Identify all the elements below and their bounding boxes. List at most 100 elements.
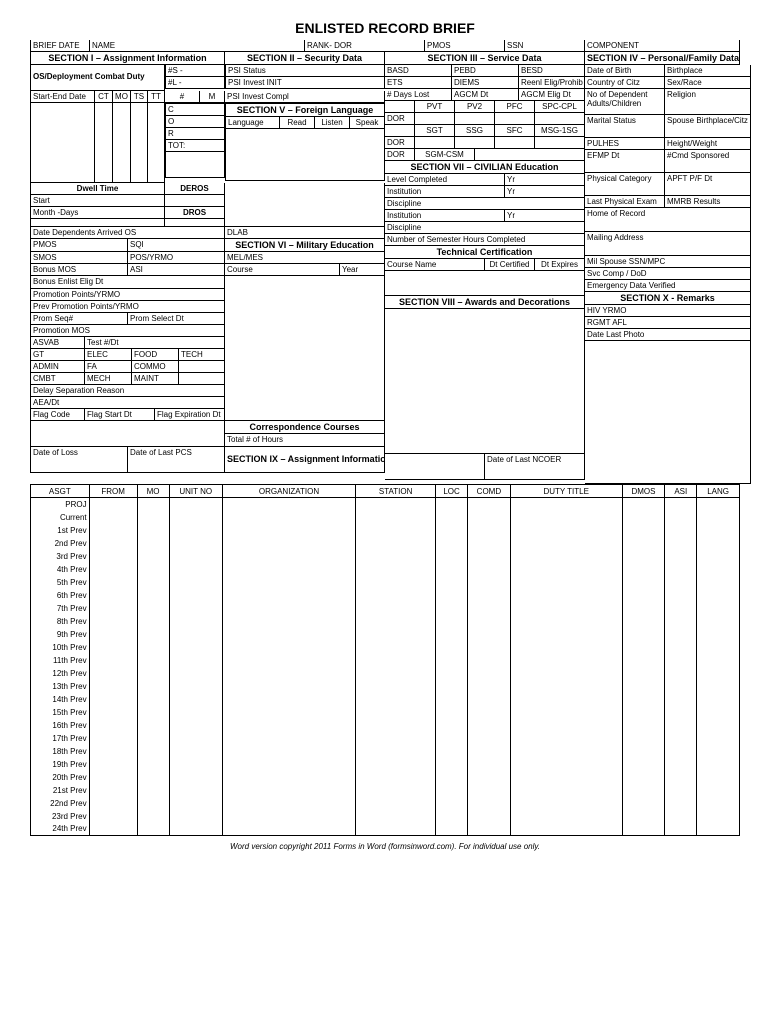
asgt-row-label: 22nd Prev xyxy=(31,797,90,810)
course-body2 xyxy=(225,289,385,301)
psi-compl: PSI Invest Compl xyxy=(225,91,385,103)
asgt-cell xyxy=(89,758,137,771)
mech: MECH xyxy=(85,373,132,385)
asgt-cell xyxy=(622,771,665,784)
asgt-cell xyxy=(137,576,169,589)
asgt-cell xyxy=(222,745,355,758)
speak: Speak xyxy=(350,117,385,129)
asgt-cell xyxy=(468,667,511,680)
asgt-cell xyxy=(222,511,355,524)
asgt-row-label: 1st Prev xyxy=(31,524,90,537)
asgt-cell xyxy=(697,784,740,797)
sec4-hdr: SECTION IV – Personal/Family Data xyxy=(585,52,740,65)
asgt-cell xyxy=(356,537,436,550)
delay: Delay Separation Reason xyxy=(30,385,225,397)
asgt-cell xyxy=(665,524,697,537)
dor3: DOR xyxy=(385,149,415,161)
asgt-cell xyxy=(137,823,169,836)
course-body8 xyxy=(225,361,385,373)
prom-seq: Prom Seq# xyxy=(30,313,128,325)
asgt-cell xyxy=(137,550,169,563)
asgt-cell xyxy=(89,706,137,719)
asgt-cell xyxy=(665,771,697,784)
asgt-cell xyxy=(697,641,740,654)
gt: GT xyxy=(30,349,85,361)
sfc: SFC xyxy=(495,125,535,137)
section-headers: SECTION I – Assignment Information SECTI… xyxy=(30,52,740,65)
basd: BASD xyxy=(385,65,452,77)
course-body3 xyxy=(225,301,385,313)
asgt-cell xyxy=(436,654,468,667)
pos-yrmo: POS/YRMO xyxy=(128,252,225,264)
date-ncoer: Date of Last NCOER xyxy=(485,454,585,480)
prev-promo: Prev Promotion Points/YRMO xyxy=(30,301,225,313)
awards-body xyxy=(385,309,585,454)
asgt-cell xyxy=(468,628,511,641)
asgt-cell xyxy=(510,628,622,641)
asgt-row-label: 15th Prev xyxy=(31,706,90,719)
asgt-cell xyxy=(697,563,740,576)
asgt-row-label: 2nd Prev xyxy=(31,537,90,550)
asgt-cell xyxy=(356,758,436,771)
asgt-cell xyxy=(468,641,511,654)
asgt-cell xyxy=(169,680,222,693)
brief-date: BRIEF DATE xyxy=(30,40,90,52)
asgt-cell xyxy=(510,654,622,667)
asgt-cell xyxy=(436,693,468,706)
ssn: SSN xyxy=(505,40,585,52)
tech2 xyxy=(179,361,225,373)
asgt-cell xyxy=(436,680,468,693)
asgt-cell xyxy=(169,654,222,667)
asgt-cell xyxy=(665,654,697,667)
footer: Word version copyright 2011 Forms in Wor… xyxy=(30,842,740,851)
asgt-cell xyxy=(436,615,468,628)
main-grid: OS/Deployment Combat Duty #S - #L - PSI … xyxy=(30,65,740,484)
asgt-cell xyxy=(697,758,740,771)
sec5-hdr: SECTION V – Foreign Language xyxy=(225,103,385,117)
asgt-cell xyxy=(169,550,222,563)
asgt-row-label: Current xyxy=(31,511,90,524)
ts: TS xyxy=(131,91,148,103)
asgt-cell xyxy=(137,654,169,667)
asgt-cell xyxy=(436,602,468,615)
sec9-hdr: SECTION IX – Assignment Information xyxy=(225,447,385,473)
deros: DEROS xyxy=(165,183,225,195)
asgt-cell xyxy=(510,693,622,706)
asgt-row-label: 9th Prev xyxy=(31,628,90,641)
asgt-col-mo: MO xyxy=(137,485,169,498)
date-pcs: Date of Last PCS xyxy=(128,447,225,473)
marital: Marital Status xyxy=(585,115,665,138)
asgt-cell xyxy=(665,823,697,836)
dob: Date of Birth xyxy=(585,65,665,77)
pv2: PV2 xyxy=(455,101,495,113)
date-loss: Date of Loss xyxy=(30,447,128,473)
asgt-cell xyxy=(510,680,622,693)
start: Start xyxy=(30,195,165,207)
asgt-cell xyxy=(622,550,665,563)
tech-cert-hdr: Technical Certification xyxy=(385,246,585,259)
pmos: PMOS xyxy=(425,40,505,52)
asgt-cell xyxy=(468,758,511,771)
aea: AEA/Dt xyxy=(30,397,225,409)
asgt-cell xyxy=(169,498,222,511)
asgt-row-label: 10th Prev xyxy=(31,641,90,654)
date-dep: Date Dependents Arrived OS xyxy=(30,227,225,239)
asgt-cell xyxy=(137,693,169,706)
blank-dwell xyxy=(30,219,165,227)
pvt: PVT xyxy=(415,101,455,113)
bonus-enlist: Bonus Enlist Elig Dt xyxy=(30,276,225,289)
start-end: Start-End Date xyxy=(30,91,95,103)
asgt-cell xyxy=(697,706,740,719)
asgt-cell xyxy=(222,563,355,576)
asgt-cell xyxy=(222,771,355,784)
asgt-cell xyxy=(436,550,468,563)
asgt-cell xyxy=(510,641,622,654)
level: Level Completed xyxy=(385,174,505,186)
asgt-cell xyxy=(356,615,436,628)
asgt-cell xyxy=(697,511,740,524)
asgt-cell xyxy=(622,589,665,602)
asgt-cell xyxy=(137,732,169,745)
dlab: DLAB xyxy=(225,227,385,239)
fa: FA xyxy=(85,361,132,373)
food: FOOD xyxy=(132,349,179,361)
